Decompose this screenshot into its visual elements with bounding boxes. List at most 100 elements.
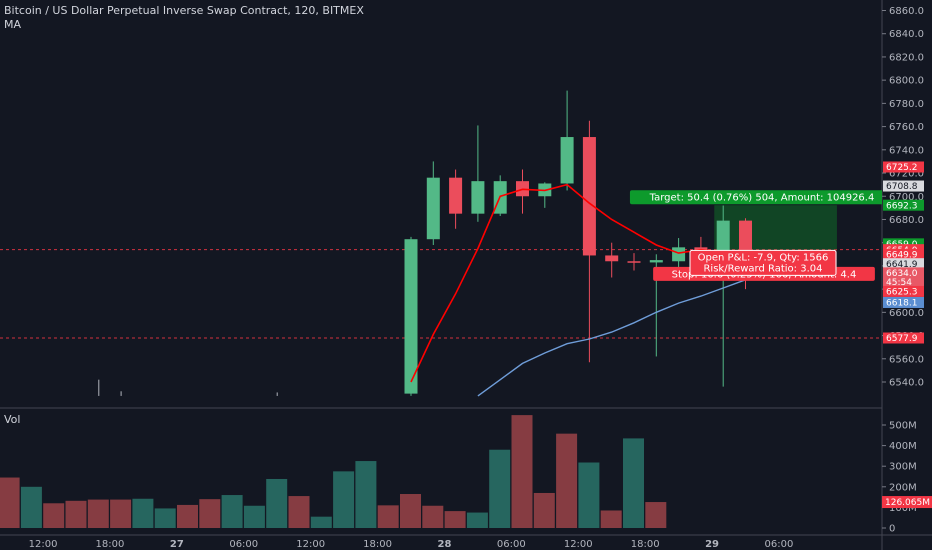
price-tag-label: 6692.3: [886, 201, 918, 211]
time-tick-label: 28: [437, 539, 451, 550]
price-tag[interactable]: [883, 248, 924, 260]
volume-tick-label: 500M: [889, 421, 917, 432]
volume-tick-label: 300M: [889, 462, 917, 473]
price-tag-label: 6641.9: [886, 260, 918, 270]
volume-label[interactable]: Vol: [4, 413, 21, 426]
candle-body: [426, 177, 440, 240]
volume-tick-label: 100M: [889, 503, 917, 514]
position-pnl-text: Open P&L: -7.9, Qty: 1566: [698, 252, 829, 263]
price-tag-label: 6649.9: [886, 251, 918, 261]
volume-bar: [266, 478, 288, 528]
price-tick-label: 6740.0: [889, 145, 924, 156]
price-tick-label: 6820.0: [889, 52, 924, 63]
price-tag[interactable]: [883, 258, 924, 270]
candle[interactable]: [672, 238, 686, 272]
volume-bars: [0, 415, 667, 528]
volume-bar: [154, 508, 176, 528]
candle[interactable]: [627, 253, 641, 271]
price-tag-label: 6708.8: [886, 182, 918, 192]
price-axis[interactable]: 6540.06560.06580.06600.06620.06640.06660…: [882, 6, 924, 389]
position-target-label[interactable]: Target: 50.4 (0.76%) 504, Amount: 104926…: [629, 190, 894, 205]
time-axis[interactable]: 06:00 12:00 18:00 27 06:00 12:00 18:00 28 06:00 1…: [0, 539, 794, 550]
time-tick-label: 12:00: [29, 539, 58, 550]
price-tag-label: 6725.2: [886, 163, 918, 173]
volume-bar: [466, 512, 488, 528]
volume-bar: [333, 471, 355, 528]
candle-body: [627, 261, 641, 263]
price-tag[interactable]: [883, 267, 924, 279]
candle[interactable]: [605, 242, 619, 278]
candle[interactable]: [426, 161, 440, 246]
volume-bar: [43, 503, 65, 528]
price-tag[interactable]: [883, 296, 924, 308]
candle-body: [739, 220, 752, 256]
ma-long-line[interactable]: [477, 279, 746, 397]
time-tick-label: 18:00: [363, 539, 392, 550]
price-tick-label: 6760.0: [889, 122, 924, 133]
candle[interactable]: [404, 236, 418, 396]
volume-bar: [110, 499, 132, 528]
volume-bar: [221, 495, 243, 528]
volume-bar: [623, 438, 644, 528]
volume-bar: [20, 486, 42, 528]
time-tick-label: 29: [705, 539, 719, 550]
volume-bar: [65, 500, 87, 528]
time-tick-label: 18:00: [631, 539, 660, 550]
price-tick-label: 6560.0: [889, 354, 924, 365]
time-tick-label: 18:00: [96, 539, 125, 550]
position-target-zone[interactable]: [714, 205, 837, 250]
volume-bar: [556, 433, 578, 528]
price-tag[interactable]: [883, 238, 924, 250]
candle[interactable]: [582, 120, 596, 363]
volume-bar: [600, 510, 622, 528]
candle[interactable]: [560, 90, 574, 191]
candle[interactable]: [471, 125, 485, 222]
time-tick-label: 27: [170, 539, 184, 550]
volume-bar: [199, 499, 221, 528]
volume-bar: [288, 496, 310, 528]
candle-body: [582, 137, 596, 256]
volume-bar: [243, 505, 265, 528]
candle-body: [449, 177, 463, 214]
volume-bar: [310, 516, 332, 528]
price-tag-label: 6577.9: [886, 334, 918, 344]
price-tag[interactable]: [883, 285, 924, 297]
volume-bar: [444, 511, 466, 528]
price-tick-label: 6540.0: [889, 378, 924, 389]
time-tick-label: 12:00: [564, 539, 593, 550]
volume-bar: [489, 449, 511, 528]
volume-bar: [533, 492, 555, 528]
volume-bar: [645, 502, 667, 528]
price-tick-label: 6680.0: [889, 215, 924, 226]
indicator-label[interactable]: MA: [4, 18, 22, 31]
candle[interactable]: [716, 205, 730, 387]
position-target-label-text: Target: 50.4 (0.76%) 504, Amount: 104926…: [649, 193, 875, 204]
chart-title: Bitcoin / US Dollar Perpetual Inverse Sw…: [4, 4, 364, 17]
volume-axis[interactable]: 0 100M 200M 300M 400M 500M: [882, 421, 917, 535]
price-tag[interactable]: [883, 332, 924, 344]
candle-body: [649, 260, 663, 263]
volume-bar: [400, 494, 421, 528]
volume-tick-label: 400M: [889, 441, 917, 452]
time-tick-label: 06:00: [497, 539, 526, 550]
volume-bar: [0, 477, 20, 528]
volume-bar: [578, 462, 600, 528]
price-tag[interactable]: [883, 199, 924, 211]
volume-last-value-label: 126.065M: [885, 498, 930, 508]
price-pane[interactable]: Target: 50.4 (0.76%) 504, Amount: 104926…: [0, 90, 894, 397]
price-tick-label: 6720.0: [889, 169, 924, 180]
volume-bar: [422, 505, 444, 528]
price-tag[interactable]: [883, 180, 924, 192]
candle[interactable]: [449, 169, 463, 229]
position-ratio-text: Risk/Reward Ratio: 3.04: [703, 263, 822, 274]
price-tick-label: 6860.0: [889, 6, 924, 17]
price-tag[interactable]: [883, 276, 924, 288]
volume-tick-label: 0: [889, 524, 895, 535]
position-target-label-bg: [629, 190, 882, 205]
volume-bar: [177, 504, 198, 528]
volume-tick-label: 200M: [889, 482, 917, 493]
price-tag[interactable]: [883, 161, 924, 173]
